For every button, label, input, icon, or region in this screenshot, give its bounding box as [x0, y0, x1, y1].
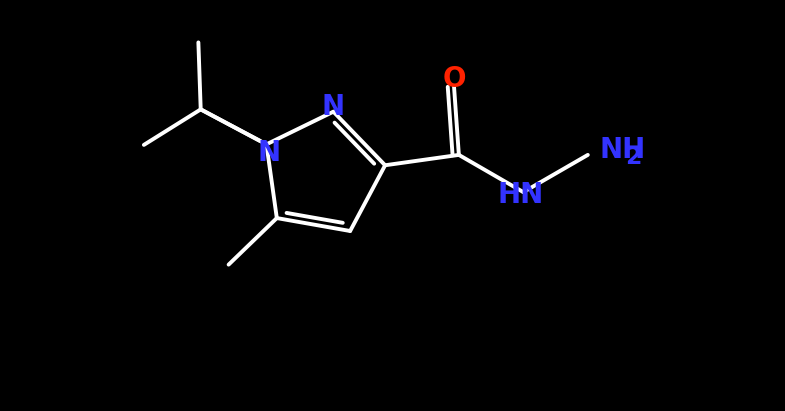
- Text: N: N: [322, 93, 345, 121]
- Text: HN: HN: [498, 180, 544, 208]
- Text: N: N: [257, 139, 280, 167]
- Text: NH: NH: [600, 136, 646, 164]
- Text: O: O: [442, 65, 466, 93]
- Text: 2: 2: [625, 145, 641, 169]
